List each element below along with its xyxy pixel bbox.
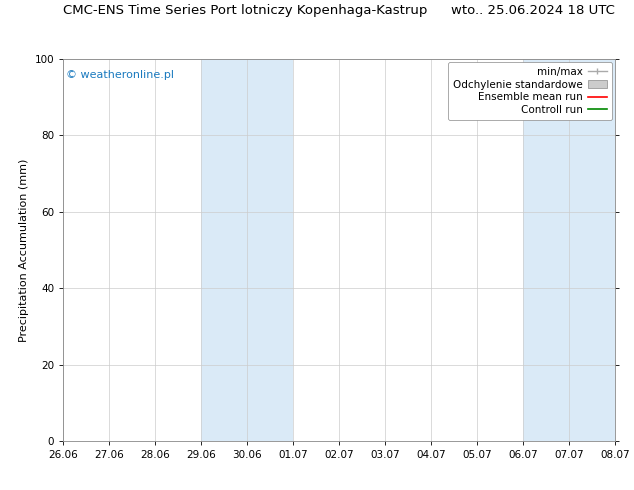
- Bar: [523, 59, 615, 441]
- Text: CMC-ENS Time Series Port lotniczy Kopenhaga-Kastrup: CMC-ENS Time Series Port lotniczy Kopenh…: [63, 4, 428, 17]
- Legend: min/max, Odchylenie standardowe, Ensemble mean run, Controll run: min/max, Odchylenie standardowe, Ensembl…: [448, 62, 612, 120]
- Text: © weatheronline.pl: © weatheronline.pl: [66, 70, 174, 80]
- Text: wto.. 25.06.2024 18 UTC: wto.. 25.06.2024 18 UTC: [451, 4, 615, 17]
- Y-axis label: Precipitation Accumulation (mm): Precipitation Accumulation (mm): [19, 158, 29, 342]
- Bar: [202, 59, 293, 441]
